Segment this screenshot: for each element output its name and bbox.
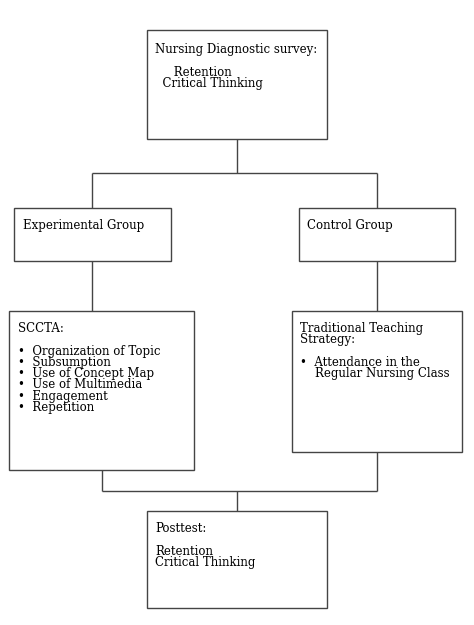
Text: •  Organization of Topic: • Organization of Topic [18,344,161,357]
Bar [14,208,171,261]
Text: Critical Thinking: Critical Thinking [155,77,264,90]
Text: Traditional Teaching: Traditional Teaching [300,322,423,335]
Text: Control Group: Control Group [307,219,393,232]
Bar [292,311,462,451]
Text: •  Use of Multimedia: • Use of Multimedia [18,378,142,391]
Text: SCCTA:: SCCTA: [18,322,64,335]
Text: •  Engagement: • Engagement [18,389,108,402]
Bar [9,311,194,470]
Bar [147,511,327,608]
Text: Regular Nursing Class: Regular Nursing Class [300,367,450,380]
Text: Nursing Diagnostic survey:: Nursing Diagnostic survey: [155,44,318,56]
Text: Retention: Retention [155,544,213,558]
Bar [147,29,327,139]
Text: Strategy:: Strategy: [300,333,355,346]
Text: •  Subsumption: • Subsumption [18,356,111,369]
Text: •  Use of Concept Map: • Use of Concept Map [18,367,154,380]
Text: Retention: Retention [155,66,232,79]
Text: Experimental Group: Experimental Group [23,219,144,232]
Bar [299,208,455,261]
Text: •  Repetition: • Repetition [18,401,94,414]
Text: Critical Thinking: Critical Thinking [155,556,256,569]
Text: Posttest:: Posttest: [155,522,207,535]
Text: •  Attendance in the: • Attendance in the [300,356,420,369]
